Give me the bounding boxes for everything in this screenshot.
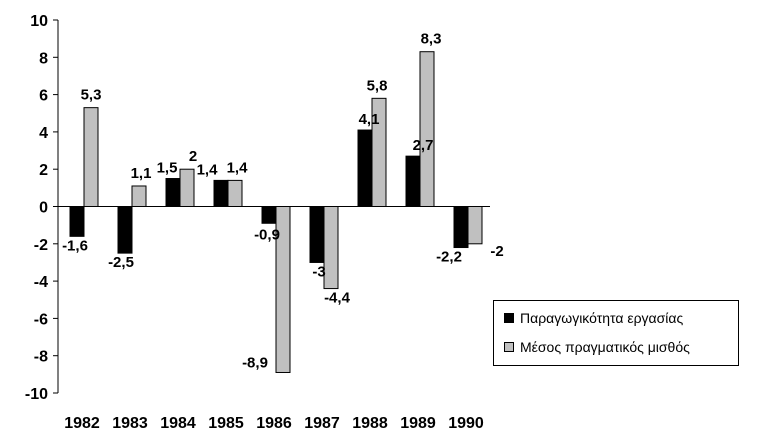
data-label: 5,8 <box>367 77 388 94</box>
bar-real-wage <box>467 206 483 245</box>
legend-label-productivity: Παραγωγικότητα εργασίας <box>520 310 684 326</box>
data-label: 5,3 <box>81 87 102 104</box>
data-label: -0,9 <box>254 226 280 243</box>
bar-productivity <box>261 206 277 224</box>
bar-productivity <box>117 206 133 254</box>
bar-real-wage <box>179 168 195 207</box>
legend-item-real-wage: Μέσος πραγματικός μισθός <box>504 339 690 355</box>
bar-productivity <box>213 179 229 207</box>
x-tick-label: 1982 <box>64 415 100 432</box>
legend-swatch-real-wage <box>504 342 514 352</box>
y-tick-label: -10 <box>25 386 48 403</box>
bar-real-wage <box>83 107 99 207</box>
bar-real-wage <box>323 206 339 290</box>
x-tick-label: 1986 <box>256 415 292 432</box>
bar-productivity <box>453 206 469 249</box>
x-tick-label: 1989 <box>400 415 436 432</box>
data-label: 1,5 <box>157 160 178 177</box>
data-label: 1,4 <box>197 161 219 178</box>
legend-item-productivity: Παραγωγικότητα εργασίας <box>504 310 683 326</box>
data-label: 1,1 <box>131 165 152 182</box>
data-label: 8,3 <box>421 31 442 48</box>
bar-productivity <box>69 206 85 237</box>
legend-swatch-productivity <box>504 313 514 323</box>
y-tick-label: 0 <box>39 200 48 217</box>
bar-productivity <box>405 155 421 208</box>
data-label: 2 <box>189 148 197 165</box>
x-tick-label: 1983 <box>112 415 148 432</box>
bar-real-wage <box>131 185 147 207</box>
y-tick-label: 8 <box>39 50 48 67</box>
y-tick-label: -2 <box>34 237 48 254</box>
bar-productivity <box>165 178 181 207</box>
bar-real-wage <box>227 179 243 207</box>
data-label: 1,4 <box>227 159 249 176</box>
data-label: 4,1 <box>359 111 380 128</box>
bar-productivity <box>309 206 325 263</box>
y-tick-label: 4 <box>39 125 48 142</box>
data-label: -2,5 <box>108 254 134 271</box>
y-tick-label: -4 <box>34 274 48 291</box>
data-label: -8,9 <box>242 354 268 371</box>
y-tick-label: 6 <box>39 88 48 105</box>
y-tick-label: -6 <box>34 311 48 328</box>
data-label: -1,6 <box>62 237 88 254</box>
bar-productivity <box>357 129 373 207</box>
data-label: -3 <box>312 263 325 280</box>
data-label: 2,7 <box>413 137 434 154</box>
legend: Παραγωγικότητα εργασίας Μέσος πραγματικό… <box>493 300 739 366</box>
data-label: -2,2 <box>436 249 462 266</box>
data-label: -2 <box>490 243 503 260</box>
x-tick-label: 1988 <box>352 415 388 432</box>
bar-real-wage <box>419 51 435 207</box>
x-tick-label: 1990 <box>448 415 484 432</box>
y-tick-label: 2 <box>39 162 48 179</box>
x-tick-label: 1984 <box>160 415 196 432</box>
legend-label-real-wage: Μέσος πραγματικός μισθός <box>520 339 690 355</box>
y-tick-label: -8 <box>34 349 48 366</box>
x-tick-label: 1985 <box>208 415 244 432</box>
data-label: -4,4 <box>324 290 351 307</box>
x-tick-label: 1987 <box>304 415 340 432</box>
y-tick-label: 10 <box>30 13 48 30</box>
